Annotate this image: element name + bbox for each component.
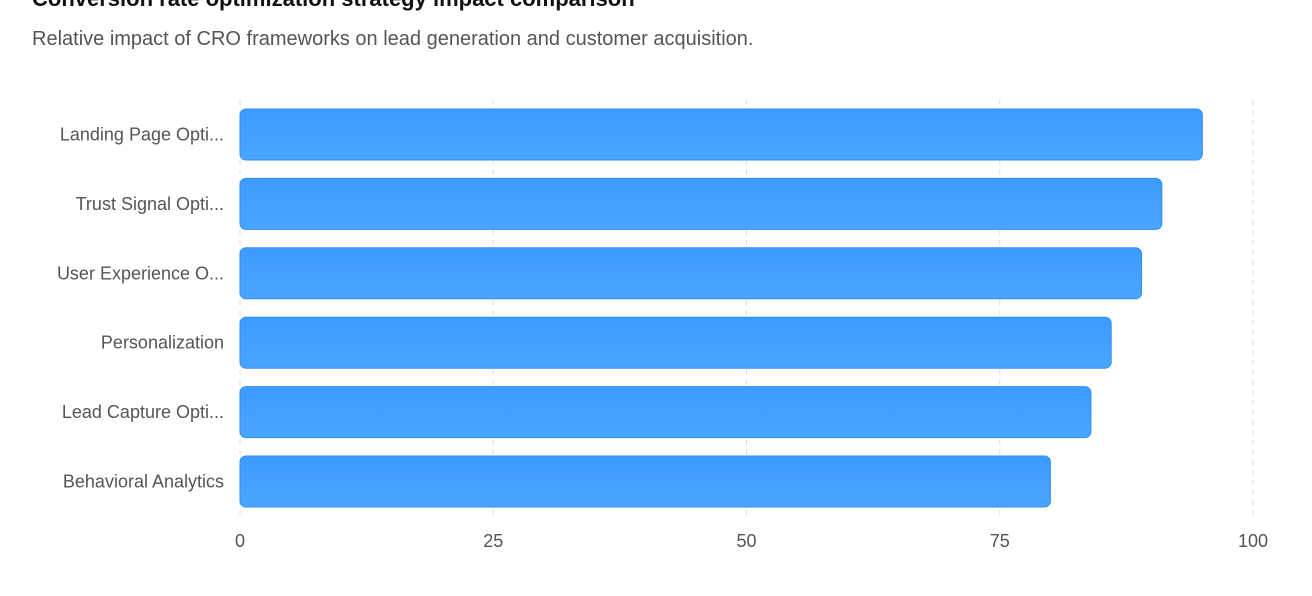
x-tick-label: 100 — [1238, 531, 1268, 551]
category-label: Behavioral Analytics — [63, 472, 224, 492]
chart-subtitle: Relative impact of CRO frameworks on lea… — [32, 28, 754, 50]
bar[interactable] — [239, 177, 1163, 230]
bar[interactable] — [239, 316, 1112, 369]
x-tick-label: 0 — [235, 531, 245, 551]
bar[interactable] — [239, 247, 1143, 300]
category-label: User Experience O... — [57, 263, 224, 283]
grid-lines — [239, 100, 1254, 518]
x-tick-label: 50 — [736, 531, 756, 551]
bars — [239, 108, 1203, 508]
x-tick-label: 75 — [990, 531, 1010, 551]
bar[interactable] — [239, 108, 1203, 161]
x-axis-tick-labels: 0 25 50 75 100 — [235, 531, 1268, 551]
bar[interactable] — [239, 455, 1051, 508]
category-labels: Landing Page Opti... Trust Signal Opti...… — [57, 125, 224, 492]
category-label: Personalization — [101, 333, 224, 353]
category-label: Trust Signal Opti... — [76, 194, 224, 214]
category-label: Lead Capture Opti... — [62, 402, 224, 422]
x-tick-label: 25 — [483, 531, 503, 551]
chart-title: Conversion rate optimization strategy im… — [32, 0, 635, 12]
bar[interactable] — [239, 386, 1092, 439]
category-label: Landing Page Opti... — [60, 125, 224, 145]
